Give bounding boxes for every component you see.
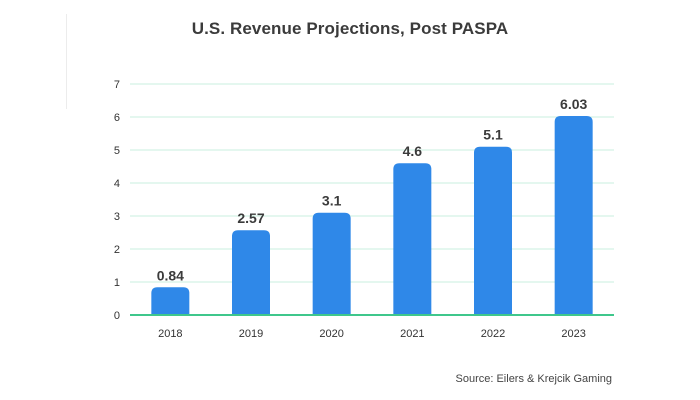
- bar-value-label: 3.1: [322, 193, 342, 209]
- x-tick-label: 2022: [481, 328, 505, 340]
- y-tick-label: 0: [114, 310, 120, 322]
- bar-value-label: 5.1: [483, 127, 503, 143]
- bar: [232, 230, 270, 315]
- bar: [474, 146, 512, 315]
- source-note: Source: Eilers & Krejcik Gaming: [455, 373, 613, 385]
- x-tick-label: 2023: [561, 328, 585, 340]
- x-tick-label: 2019: [239, 328, 263, 340]
- y-tick-label: 3: [114, 211, 120, 223]
- bar: [151, 287, 190, 315]
- bar: [393, 163, 432, 315]
- y-tick-label: 2: [114, 244, 120, 256]
- bar-value-label: 6.03: [560, 96, 587, 112]
- decorative-divider: [66, 14, 67, 109]
- bar-value-label: 4.6: [403, 143, 423, 159]
- y-tick-label: 1: [114, 277, 120, 289]
- chart-title: U.S. Revenue Projections, Post PASPA: [191, 19, 509, 38]
- bar: [312, 212, 351, 315]
- y-tick-label: 7: [114, 79, 120, 91]
- y-tick-label: 6: [114, 112, 120, 124]
- bar-value-label: 2.57: [237, 210, 264, 226]
- x-tick-label: 2018: [158, 328, 182, 340]
- x-tick-label: 2020: [319, 328, 343, 340]
- y-tick-label: 4: [114, 178, 120, 190]
- bar-value-label: 0.84: [157, 267, 184, 283]
- y-tick-label: 5: [114, 145, 120, 157]
- x-tick-label: 2021: [400, 328, 424, 340]
- bar: [554, 116, 593, 315]
